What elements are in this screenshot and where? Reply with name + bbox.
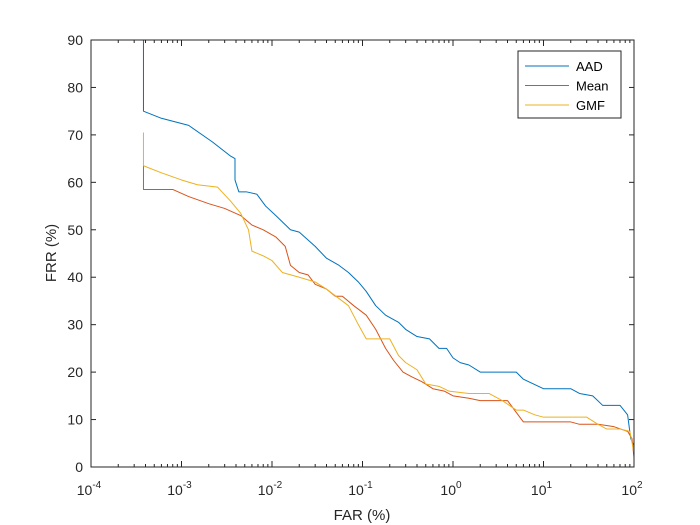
legend-label-gmf: GMF: [576, 98, 605, 113]
series-layer: [142, 40, 635, 467]
x-tick-label: 10-1: [348, 480, 373, 498]
x-tick-base: 10: [440, 482, 456, 498]
plot-frame: [90, 39, 635, 468]
x-tick-label: 101: [531, 480, 553, 498]
series-line-gmf: [142, 132, 635, 467]
x-tick-base: 10: [531, 482, 547, 498]
x-axis-label: FAR (%): [334, 507, 391, 524]
x-tick-exponent: 1: [547, 480, 553, 491]
x-tick-base: 10: [258, 482, 274, 498]
x-tick-exponent: -2: [273, 480, 282, 491]
x-tick-base: 10: [77, 482, 93, 498]
x-tick-exponent: -4: [92, 480, 101, 491]
x-tick-label: 10-2: [258, 480, 283, 498]
y-tick-label: 30: [67, 317, 83, 333]
y-tick-label: 20: [67, 364, 83, 380]
legend: AAD Mean GMF: [517, 50, 622, 119]
x-tick-label: 102: [621, 480, 643, 498]
y-tick-label: 0: [75, 459, 83, 475]
x-tick-exponent: -3: [183, 480, 192, 491]
legend-box: [517, 50, 622, 119]
y-tick-label: 60: [67, 174, 83, 190]
x-tick-base: 10: [167, 482, 183, 498]
x-tick-label: 10-3: [167, 480, 192, 498]
x-tick-exponent: -1: [364, 480, 373, 491]
series-line-aad: [142, 40, 635, 467]
legend-label-mean: Mean: [576, 79, 609, 94]
y-tick-label: 50: [67, 222, 83, 238]
x-tick-base: 10: [621, 482, 637, 498]
x-tick-label: 10-4: [77, 480, 102, 498]
x-tick-exponent: 2: [637, 480, 643, 491]
y-tick-label: 10: [67, 412, 83, 428]
y-axis-label: FRR (%): [43, 224, 60, 282]
y-tick-label: 40: [67, 269, 83, 285]
x-tick-label: 100: [440, 480, 462, 498]
y-tick-label: 70: [67, 127, 83, 143]
legend-label-aad: AAD: [576, 59, 603, 74]
x-tick-base: 10: [348, 482, 364, 498]
series-line-mean: [142, 165, 635, 467]
y-tick-label: 80: [67, 79, 83, 95]
y-tick-label: 90: [67, 32, 83, 48]
x-tick-exponent: 0: [456, 480, 462, 491]
